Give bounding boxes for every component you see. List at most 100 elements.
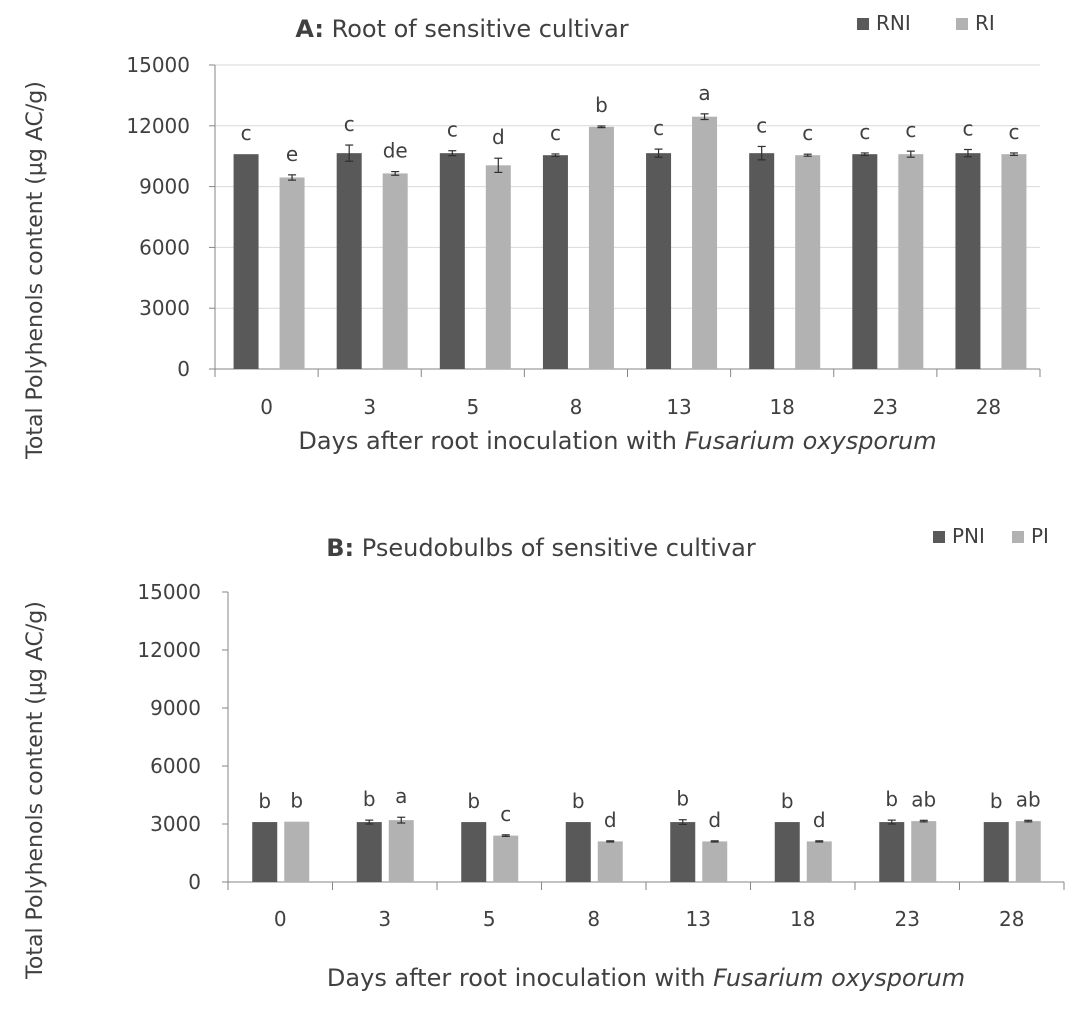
significance-label: d [492, 125, 505, 149]
significance-label: b [595, 93, 608, 117]
significance-label: ab [1016, 787, 1041, 811]
x-tick-label: 23 [873, 395, 898, 419]
bar-pi [911, 821, 937, 882]
significance-label: b [290, 789, 303, 813]
significance-label: c [653, 116, 664, 140]
legend-label-pni: PNI [952, 524, 985, 548]
significance-label: c [500, 802, 511, 826]
bar-pni [461, 822, 487, 882]
significance-label: c [905, 118, 916, 142]
legend-swatch-ri [956, 18, 968, 30]
y-tick-label: 6000 [150, 754, 201, 778]
bar-pni [879, 822, 905, 882]
chart-title-text: Pseudobulbs of sensitive cultivar [354, 534, 756, 562]
bar-pi [1015, 821, 1041, 882]
chart-title-prefix: A: [295, 15, 324, 43]
x-axis-label: Days after root inoculation with Fusariu… [298, 427, 936, 455]
chart-title: A: Root of sensitive cultivar [295, 15, 628, 43]
significance-label: de [383, 139, 408, 163]
x-axis-label-text: Days after root inoculation with [327, 964, 713, 992]
bar-rni [955, 153, 981, 369]
significance-label: ab [911, 787, 936, 811]
bar-ri [692, 116, 718, 370]
bar-pni [356, 822, 382, 882]
significance-label: b [676, 787, 689, 811]
bar-pni [252, 822, 278, 882]
y-tick-label: 3000 [150, 812, 201, 836]
chart-panel-a: 0 3000 6000 9000 12000 15000 c c c c c c c c e de d b a c c c… [23, 11, 1041, 460]
x-tick-label: 28 [976, 395, 1001, 419]
significance-label: b [781, 789, 794, 813]
chart-title-prefix: B: [326, 534, 354, 562]
x-axis-label-text: Days after root inoculation with [298, 427, 684, 455]
x-axis-label: Days after root inoculation with Fusariu… [327, 964, 965, 992]
legend-label-ri: RI [975, 11, 995, 35]
x-tick-label: 0 [260, 395, 273, 419]
significance-label: c [756, 113, 767, 137]
significance-label: a [698, 81, 710, 105]
significance-label: c [241, 121, 252, 145]
bar-rni [646, 153, 672, 369]
significance-label: b [258, 789, 271, 813]
chart-title-text: Root of sensitive cultivar [324, 15, 629, 43]
significance-label: d [604, 808, 617, 832]
significance-label: b [467, 789, 480, 813]
significance-label: d [708, 808, 721, 832]
x-tick-label: 13 [666, 395, 691, 419]
x-tick-label: 0 [274, 907, 287, 931]
significance-label: e [286, 142, 298, 166]
significance-label: b [572, 789, 585, 813]
bar-ri [382, 173, 408, 369]
bar-pni [983, 822, 1009, 882]
x-tick-label: 23 [895, 907, 920, 931]
x-tick-label: 3 [378, 907, 391, 931]
x-tick-label: 28 [999, 907, 1024, 931]
legend-label-pi: PI [1031, 524, 1049, 548]
y-tick-label: 9000 [150, 696, 201, 720]
legend-swatch-pi [1012, 531, 1024, 543]
bar-ri [279, 177, 305, 369]
y-tick-label: 6000 [139, 235, 190, 259]
significance-label: b [363, 787, 376, 811]
y-tick-label: 0 [188, 870, 201, 894]
y-tick-label: 3000 [139, 296, 190, 320]
x-tick-label: 18 [769, 395, 794, 419]
x-tick-label: 5 [483, 907, 496, 931]
bar-pi [388, 820, 414, 882]
bar-pni [565, 822, 591, 882]
bar-rni [336, 153, 362, 369]
bar-rni [749, 153, 775, 369]
significance-label: b [990, 789, 1003, 813]
significance-label: c [962, 117, 973, 141]
bar-rni [439, 153, 465, 369]
y-tick-label: 0 [177, 357, 190, 381]
x-tick-label: 5 [466, 395, 479, 419]
bar-ri [588, 126, 614, 370]
bar-rni [233, 154, 259, 369]
legend-swatch-rni [857, 18, 869, 30]
y-tick-label: 9000 [139, 175, 190, 199]
bar-pi [597, 841, 623, 882]
bar-ri [898, 154, 924, 369]
y-tick-label: 12000 [126, 114, 190, 138]
bar-pi [284, 821, 310, 882]
significance-label: a [395, 784, 407, 808]
bar-ri [485, 165, 511, 369]
bar-ri [1001, 154, 1027, 369]
bar-rni [852, 154, 878, 369]
bar-pi [702, 841, 728, 882]
bar-pni [774, 822, 800, 882]
significance-label: c [859, 120, 870, 144]
legend-swatch-pni [933, 531, 945, 543]
significance-label: c [1008, 120, 1019, 144]
bar-ri [795, 155, 821, 369]
significance-label: c [447, 118, 458, 142]
significance-label: b [885, 787, 898, 811]
bar-pi [493, 835, 519, 882]
significance-label: c [344, 112, 355, 136]
x-axis-label-species: Fusarium oxysporum [713, 964, 965, 992]
bar-pi [806, 841, 832, 882]
